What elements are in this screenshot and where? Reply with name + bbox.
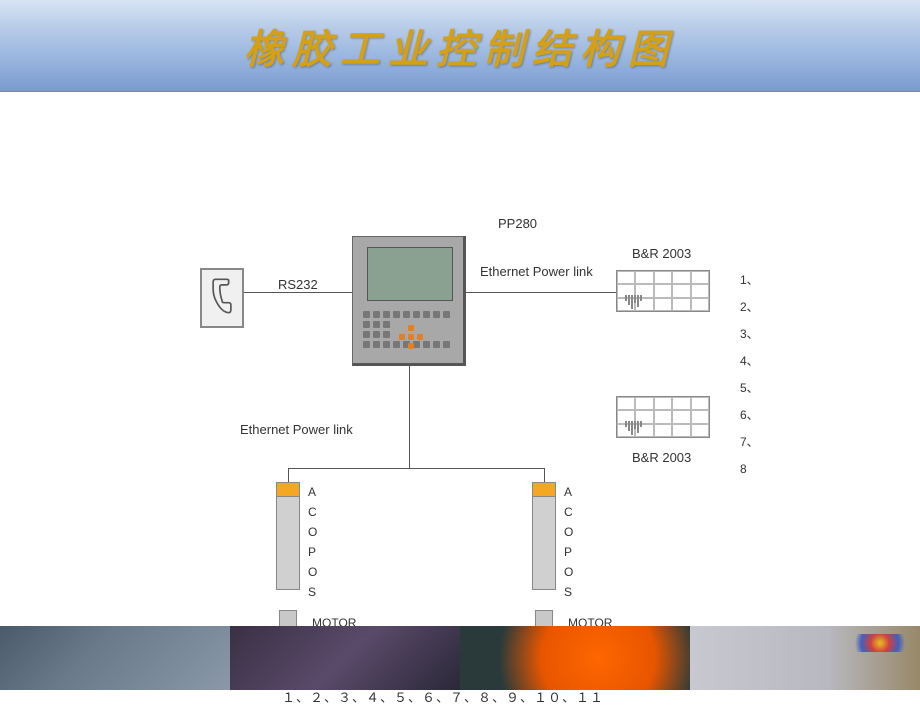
phone-icon bbox=[208, 276, 236, 321]
page-title: 橡胶工业控制结构图 bbox=[244, 17, 676, 75]
pp280-keypad bbox=[363, 311, 457, 359]
line-bus bbox=[288, 468, 544, 469]
device-acopos-2 bbox=[532, 482, 556, 590]
label-acopos-2: A C O P O S bbox=[564, 482, 573, 602]
side-number-list: 1、 2、 3、 4、 5、 6、 7、 8 bbox=[740, 267, 759, 483]
device-pp280 bbox=[352, 236, 466, 366]
list-item: 4、 bbox=[740, 348, 759, 375]
pp280-screen bbox=[367, 247, 453, 301]
pp280-cross-icon bbox=[399, 325, 423, 349]
footer-panel-2 bbox=[230, 626, 460, 690]
diagram-canvas: PP280 RS232 Ethernet Power link Ethernet… bbox=[0, 92, 920, 622]
list-item: 6、 bbox=[740, 402, 759, 429]
label-epl-left: Ethernet Power link bbox=[240, 422, 353, 437]
footer-panel-3 bbox=[460, 626, 690, 690]
list-item: 8 bbox=[740, 456, 759, 483]
footer-images bbox=[0, 626, 920, 690]
list-item: 2、 bbox=[740, 294, 759, 321]
device-br-2 bbox=[616, 396, 710, 438]
label-acopos-1: A C O P O S bbox=[308, 482, 317, 602]
line-drop-2 bbox=[544, 468, 545, 482]
label-br-top: B&R 2003 bbox=[632, 246, 691, 261]
list-item: 1、 bbox=[740, 267, 759, 294]
label-br-bottom: B&R 2003 bbox=[632, 450, 691, 465]
footer-panel-1 bbox=[0, 626, 230, 690]
line-phone-pp bbox=[244, 292, 352, 293]
device-br-1 bbox=[616, 270, 710, 312]
line-drop-1 bbox=[288, 468, 289, 482]
list-item: 7、 bbox=[740, 429, 759, 456]
list-item: 5、 bbox=[740, 375, 759, 402]
label-epl-top: Ethernet Power link bbox=[480, 264, 593, 279]
footer-panel-4 bbox=[690, 626, 920, 690]
line-pp-down bbox=[409, 366, 410, 468]
list-item: 3、 bbox=[740, 321, 759, 348]
device-acopos-1 bbox=[276, 482, 300, 590]
label-rs232: RS232 bbox=[278, 277, 318, 292]
line-pp-br bbox=[466, 292, 616, 293]
label-pp280: PP280 bbox=[498, 216, 537, 231]
device-phone bbox=[200, 268, 244, 328]
header-banner: 橡胶工业控制结构图 bbox=[0, 0, 920, 92]
